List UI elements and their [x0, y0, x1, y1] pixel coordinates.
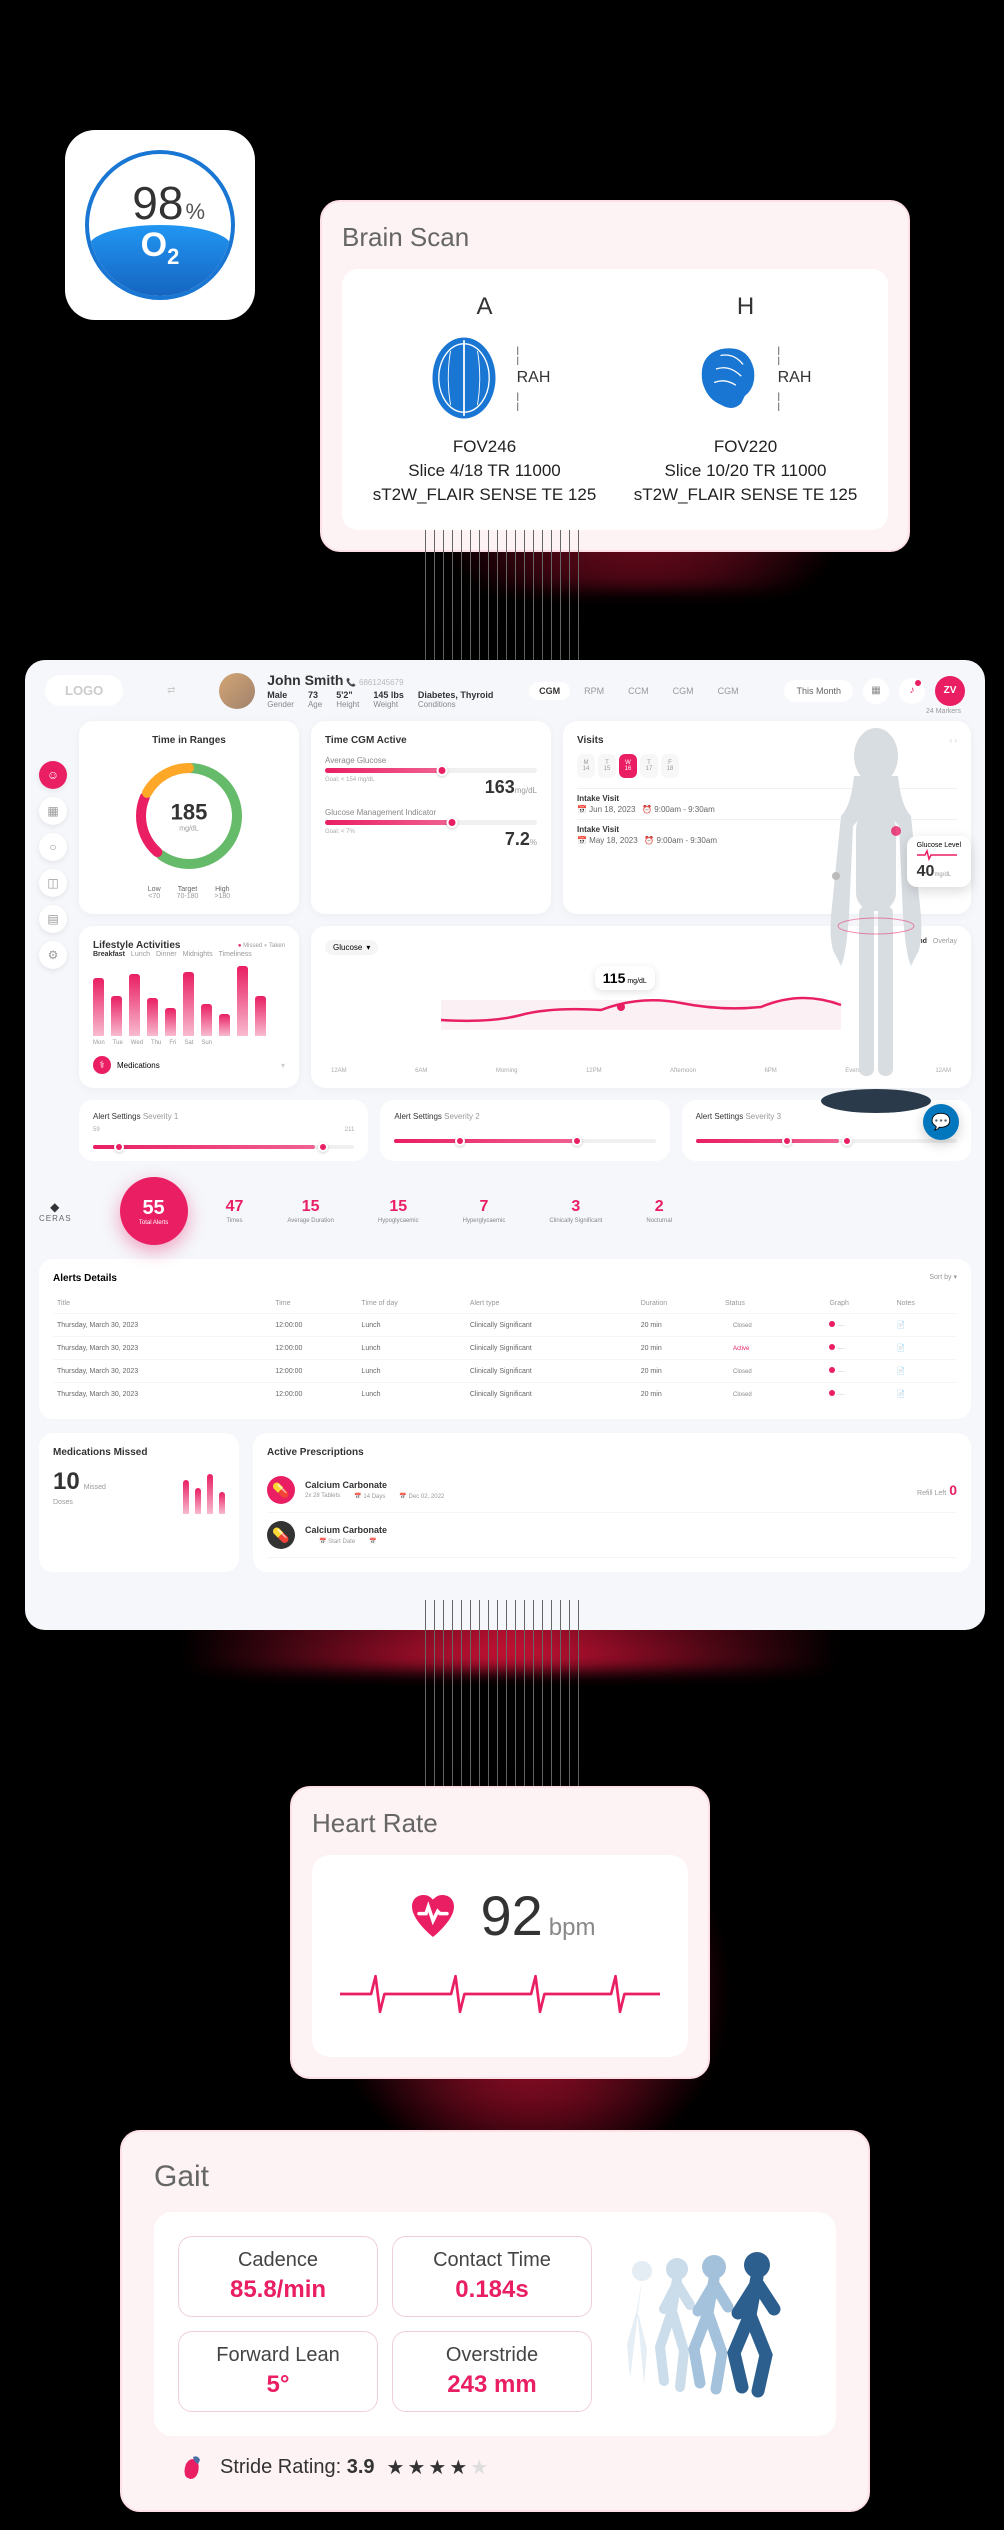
- month-selector[interactable]: This Month: [784, 680, 853, 702]
- lifestyle-card: Lifestyle Activities ● Missed ● Taken Br…: [79, 926, 299, 1088]
- gait-metric-cell: Cadence85.8/min: [178, 2236, 378, 2317]
- user-badge[interactable]: ZV: [935, 676, 965, 706]
- o2-gauge: 98% O2: [85, 150, 235, 300]
- sidebar-item-chart[interactable]: ◫: [39, 869, 67, 897]
- sidebar-item-calendar[interactable]: ▦: [39, 797, 67, 825]
- hr-value: 92: [481, 1884, 543, 1947]
- logo: LOGO: [45, 675, 123, 706]
- o2-label: O2: [89, 226, 231, 270]
- sidebar-item-settings[interactable]: ⚙: [39, 941, 67, 969]
- meds-missed-card: Medications Missed 10Missed Doses: [39, 1433, 239, 1572]
- prescriptions-card: Active Prescriptions 💊Calcium Carbonate2…: [253, 1433, 971, 1572]
- sidebar-item-chat[interactable]: ○: [39, 833, 67, 861]
- severity-slider[interactable]: [93, 1145, 354, 1149]
- star-rating: ★★★★★: [387, 2455, 492, 2480]
- alerts-table: TitleTimeTime of dayAlert typeDurationSt…: [53, 1294, 957, 1405]
- table-row[interactable]: Thursday, March 30, 202312:00:00LunchCli…: [53, 1360, 957, 1383]
- pill-icon: ⚕: [93, 1056, 111, 1074]
- dashboard-window: LOGO ⇄ John Smith 📞 6861245679 MaleGende…: [25, 660, 985, 1630]
- o2-widget: 98% O2: [65, 130, 255, 320]
- heart-rate-title: Heart Rate: [312, 1808, 688, 1839]
- alert-slider-card: Alert Settings Severity 159211: [79, 1100, 368, 1161]
- gait-title: Gait: [154, 2160, 836, 2194]
- gait-metric-cell: Contact Time0.184s: [392, 2236, 592, 2317]
- brain-sagittal-icon: [680, 333, 770, 423]
- connector-lines-top: [425, 530, 579, 670]
- brain-col-a: A ||RAH|| FOV246 Slice 4/18 TR 11000 sT2…: [366, 293, 603, 506]
- table-row[interactable]: Thursday, March 30, 202312:00:00LunchCli…: [53, 1337, 957, 1360]
- chat-fab[interactable]: 💬: [923, 1104, 959, 1140]
- pill-icon: 💊: [267, 1521, 295, 1549]
- brain-scan-title: Brain Scan: [342, 222, 888, 253]
- glucose-selector[interactable]: Glucose ▾: [325, 940, 378, 955]
- markers-label: 24 Markers: [926, 708, 961, 715]
- brain-scan-card: Brain Scan A ||RAH|| FOV246 Slice 4/18 T…: [320, 200, 910, 552]
- body-model-panel: 24 Markers Glucose Level 40mg/dL: [781, 716, 971, 1146]
- calendar-icon[interactable]: ▦: [863, 678, 889, 704]
- sort-by-select[interactable]: Sort by ▾: [929, 1273, 957, 1281]
- total-alerts-stat: 55Total Alerts: [120, 1177, 188, 1245]
- glucose-level-tag: Glucose Level 40mg/dL: [907, 836, 971, 887]
- brain-col-h: H ||RAH|| FOV220 Slice 10/20 TR 11000 sT…: [627, 293, 864, 506]
- tab-rpm-1[interactable]: RPM: [574, 682, 614, 700]
- brain-axial-icon: [419, 333, 509, 423]
- sidebar: ☺ ▦ ○ ◫ ▤ ⚙: [39, 721, 67, 1161]
- o2-value: 98%: [132, 176, 205, 230]
- foot-icon: [178, 2452, 208, 2482]
- pill-icon: 💊: [267, 1476, 295, 1504]
- chart-tooltip: 115 mg/dL: [595, 966, 655, 990]
- sidebar-item-person[interactable]: ☺: [39, 761, 67, 789]
- walking-figures-icon: [612, 2249, 812, 2399]
- gait-metric-cell: Forward Lean5°: [178, 2331, 378, 2412]
- alert-slider-card: Alert Settings Severity 2: [380, 1100, 669, 1161]
- bell-icon[interactable]: ♪: [899, 678, 925, 704]
- ecg-chart: [340, 1964, 660, 2024]
- heart-icon: [405, 1888, 461, 1944]
- gait-metric-cell: Overstride243 mm: [392, 2331, 592, 2412]
- tab-cgm-4[interactable]: CGM: [708, 682, 749, 700]
- rx-row: 💊Calcium Carbonate2x 28 Tablets📅 14 Days…: [267, 1468, 957, 1513]
- heart-rate-card: Heart Rate 92bpm: [290, 1786, 710, 2079]
- stats-row: CERAS 55Total Alerts 47Times15Average Du…: [25, 1177, 985, 1245]
- time-ranges-card: Time in Ranges 185mg/dL Low<70Target70-1…: [79, 721, 299, 914]
- table-row[interactable]: Thursday, March 30, 202312:00:00LunchCli…: [53, 1383, 957, 1406]
- rx-row: 💊Calcium Carbonate 📅 Start Date📅: [267, 1513, 957, 1558]
- patient-header: John Smith 📞 6861245679 MaleGender73Age5…: [219, 672, 493, 709]
- dashboard-header: LOGO ⇄ John Smith 📞 6861245679 MaleGende…: [25, 660, 985, 721]
- tab-bar: CGMRPMCCMCGMCGM: [529, 682, 749, 700]
- tab-ccm-2[interactable]: CCM: [618, 682, 659, 700]
- tab-cgm-0[interactable]: CGM: [529, 682, 570, 700]
- patient-avatar: [219, 673, 255, 709]
- severity-slider[interactable]: [394, 1139, 655, 1143]
- connector-lines-bottom: [425, 1600, 579, 1790]
- tab-cgm-3[interactable]: CGM: [663, 682, 704, 700]
- donut-chart: 185mg/dL: [129, 756, 249, 876]
- human-body-icon: [781, 716, 971, 1146]
- cgm-card: Time CGM Active Average Glucose Goal: < …: [311, 721, 551, 914]
- table-row[interactable]: Thursday, March 30, 202312:00:00LunchCli…: [53, 1314, 957, 1337]
- ceras-logo: CERAS: [39, 1200, 72, 1223]
- alerts-details-card: Sort by ▾ Alerts Details TitleTimeTime o…: [39, 1259, 971, 1419]
- gait-card: Gait Cadence85.8/minContact Time0.184sFo…: [120, 2130, 870, 2512]
- sidebar-item-doc[interactable]: ▤: [39, 905, 67, 933]
